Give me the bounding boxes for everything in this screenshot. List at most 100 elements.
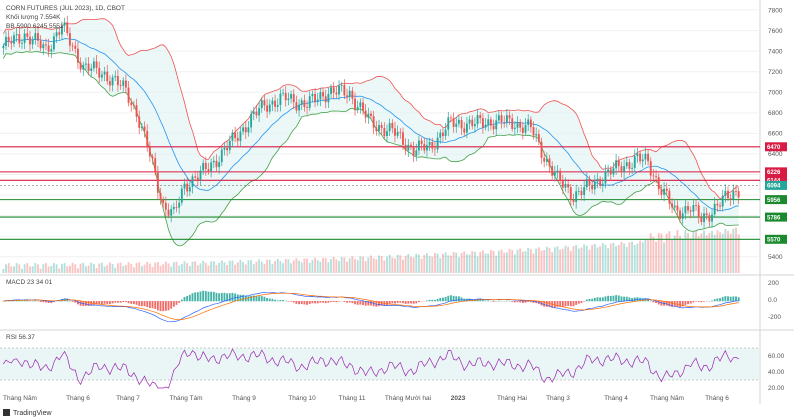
candle-body [338,85,340,95]
volume-bar [418,254,420,273]
volume-bar [23,264,26,273]
macd-histogram-bar [628,297,631,302]
volume-bar [354,258,356,273]
candle-body [567,184,570,188]
volume-bar [300,262,303,273]
volume-bar [119,262,122,273]
macd-histogram-bar [95,301,98,305]
volume-bar [601,243,604,273]
volume-bar [66,266,69,273]
macd-histogram-bar [154,301,157,309]
candle-body [687,206,689,211]
time-tick-label: Tháng Mười hai [385,395,431,402]
candle-body [585,179,588,188]
volume-bar [364,261,367,273]
time-tick-label: Tháng 6 [705,395,729,402]
volume-bar [250,260,253,273]
macd-histogram-bar [143,301,146,307]
volume-bar [271,263,274,273]
candle-body [364,110,367,118]
candle-body [641,159,644,162]
candle-body [199,170,202,181]
volume-bar [604,244,607,273]
candle-body [290,94,293,99]
price-axis: 6470622661446094595657865570540064006600… [765,7,787,261]
macd-histogram-bar [287,301,290,302]
time-tick-label: 2023 [451,395,466,402]
candle-body [708,215,711,222]
macd-histogram-bar [69,300,71,302]
macd-histogram-bar [418,301,420,303]
macd-histogram-bar [601,297,604,302]
macd-histogram-bar [279,300,282,302]
macd-histogram-bar [545,301,548,307]
candle-body [188,186,191,192]
macd-histogram-bar [140,301,143,307]
macd-histogram-bar [407,301,410,304]
volume-bar [612,242,615,273]
candle-body [61,25,63,35]
volume-bar [410,256,412,273]
candle-body [548,158,551,167]
volume-bar [330,259,332,273]
volume-bar [61,263,63,273]
volume-bar [178,265,181,273]
tradingview-logo[interactable]: TradingView [3,409,52,417]
candle-body [356,106,359,110]
macd-panel[interactable] [2,290,740,323]
price-tick-label: 5400 [768,254,783,261]
volume-bar [116,263,119,273]
rsi-panel[interactable] [0,347,760,389]
macd-histogram-bar [292,301,295,303]
macd-histogram-bar [649,300,652,302]
candle-body [476,115,479,125]
volume-bar [508,249,511,273]
volume-bar [476,256,479,273]
price-tick-label: 6600 [768,131,783,138]
candle-body [394,128,396,136]
volume-bar [124,264,127,273]
candle-body [156,172,159,193]
volume-bar [383,260,386,273]
volume-bar [591,244,594,273]
macd-histogram-bar [330,301,332,302]
candle-body [354,98,356,110]
candle-body [519,122,522,128]
candle-body [388,123,391,132]
macd-histogram-bar [250,295,253,302]
macd-histogram-bar [212,291,215,302]
volume-bar [122,266,125,273]
candle-body [23,33,26,43]
macd-histogram-bar [729,296,732,302]
candle-body [31,39,34,45]
volume-bar [247,260,250,273]
price-panel[interactable] [0,0,760,275]
candle-body [327,93,330,103]
candle-body [439,132,442,138]
candle-body [284,92,287,101]
volume-bar [497,250,500,273]
macd-histogram-bar [282,299,285,302]
candle-body [495,120,498,130]
volume-bar [242,262,245,273]
candle-body [151,156,154,159]
macd-histogram-bar [103,301,106,304]
volume-bar [663,242,666,273]
volume-bar [21,268,23,273]
macd-histogram-bar [617,295,620,302]
candle-body [300,100,303,105]
candle-body [191,176,194,187]
macd-histogram-bar [548,301,551,308]
time-tick-label: Tháng 3 [546,395,570,402]
candle-body [178,202,181,208]
macd-histogram-bar [156,301,159,311]
candle-body [668,190,671,204]
macd-histogram-bar [167,301,170,311]
candle-body [231,132,234,141]
macd-histogram-bar [53,301,55,303]
candle-body [13,35,15,44]
candle-body [489,119,492,126]
macd-histogram-bar [386,301,388,306]
candle-body [620,166,623,173]
